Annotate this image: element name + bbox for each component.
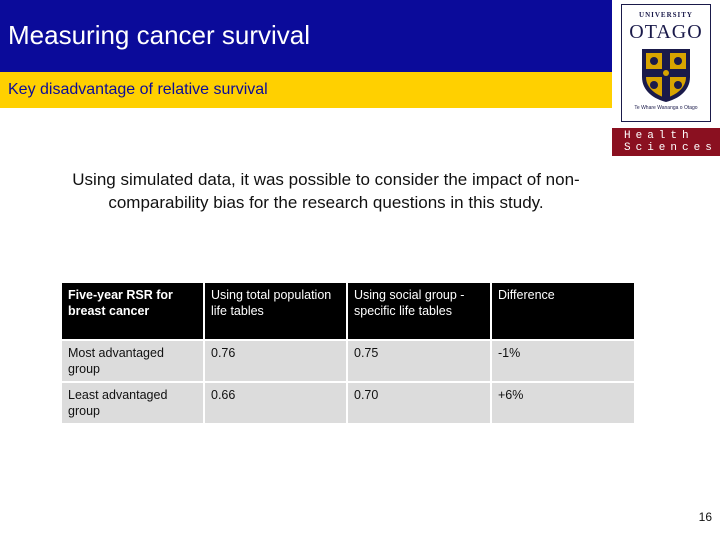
rsr-table: Five-year RSR for breast cancer Using to… xyxy=(60,281,636,425)
cell-difference: -1% xyxy=(490,339,636,383)
cell-social: 0.75 xyxy=(346,339,492,383)
table-header-row: Five-year RSR for breast cancer Using to… xyxy=(60,281,636,341)
row-label: Least advantaged group xyxy=(60,381,205,425)
page-number: 16 xyxy=(698,510,712,524)
header-difference: Difference xyxy=(490,281,636,341)
sciences-text: Sciences xyxy=(624,142,717,154)
crest-icon xyxy=(642,49,690,102)
logo-university-text: UNIVERSITY xyxy=(639,11,693,19)
cell-total: 0.76 xyxy=(203,339,348,383)
header-social-group: Using social group -specific life tables xyxy=(346,281,492,341)
table-row: Most advantaged group 0.76 0.75 -1% xyxy=(60,339,636,383)
title-bar: Measuring cancer survival xyxy=(0,0,612,72)
logo-otago-text: OTAGO xyxy=(629,21,703,43)
row-label: Most advantaged group xyxy=(60,339,205,383)
cell-difference: +6% xyxy=(490,381,636,425)
subtitle-bar: Key disadvantage of relative survival xyxy=(0,72,612,108)
logo-maori-text: Te Whare Wananga o Otago xyxy=(634,105,698,111)
header-rsr: Five-year RSR for breast cancer xyxy=(60,281,205,341)
cell-total: 0.66 xyxy=(203,381,348,425)
cell-social: 0.70 xyxy=(346,381,492,425)
intro-paragraph: Using simulated data, it was possible to… xyxy=(72,170,580,212)
table-row: Least advantaged group 0.66 0.70 +6% xyxy=(60,381,636,425)
slide-title: Measuring cancer survival xyxy=(8,20,311,50)
university-logo-panel: UNIVERSITY OTAGO Te Whare Wananga o Otag… xyxy=(612,0,720,160)
health-sciences-box: Health Sciences xyxy=(612,128,720,156)
health-text: Health xyxy=(624,130,694,142)
slide-subtitle: Key disadvantage of relative survival xyxy=(8,81,268,98)
header-total-population: Using total population life tables xyxy=(203,281,348,341)
university-of-otago-logo: UNIVERSITY OTAGO Te Whare Wananga o Otag… xyxy=(621,4,711,122)
